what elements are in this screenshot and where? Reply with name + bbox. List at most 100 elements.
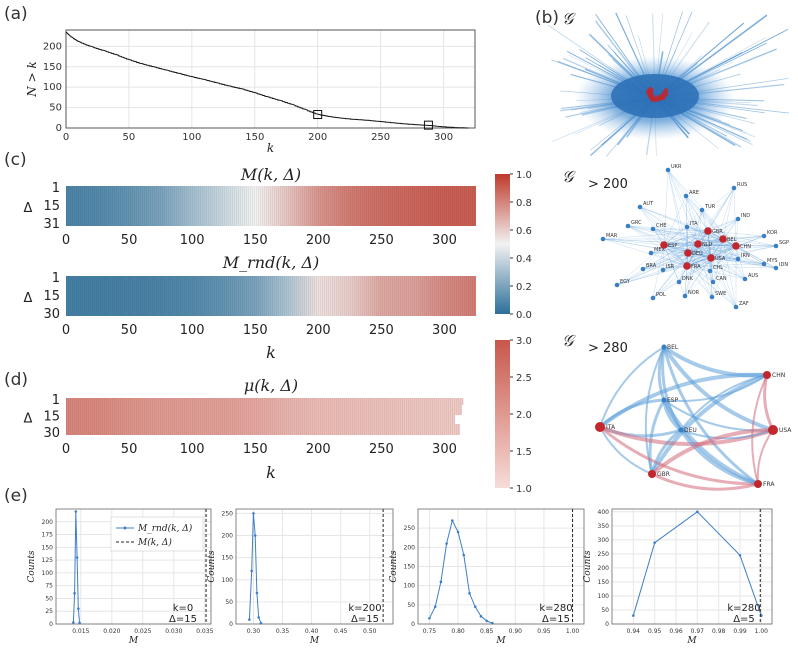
- y-tick-label: 1: [52, 271, 60, 286]
- x-tick-label: 300: [432, 442, 457, 457]
- network-edge: [707, 230, 711, 272]
- colorbar-tick-label: 1.0: [516, 484, 532, 495]
- network-edge: [686, 257, 712, 267]
- network-node-gbr: [648, 470, 656, 478]
- x-tick-label: 0.99: [733, 628, 747, 635]
- network-edge: [722, 187, 735, 240]
- network-edge: [667, 169, 709, 232]
- network-edge: [663, 230, 709, 246]
- x-tick-label: 0.030: [165, 628, 182, 635]
- heatmap-texture: [66, 398, 464, 435]
- plot-frame: [611, 508, 773, 625]
- network-edge: [599, 346, 665, 428]
- network-edge: [652, 228, 689, 254]
- network-edge: [722, 238, 777, 247]
- network-edge: [678, 252, 689, 283]
- network-edge: [650, 252, 688, 267]
- network-edge: [663, 238, 724, 246]
- y-tick-label: 15: [43, 289, 60, 304]
- plot-frame: [417, 508, 585, 625]
- y-tick-label: 400: [598, 509, 610, 516]
- y-axis-label: Δ: [24, 201, 33, 216]
- network-node-label: GBR: [712, 229, 723, 235]
- network-edge: [697, 243, 746, 280]
- annotation-delta: Δ=5: [733, 614, 755, 625]
- network-edge: [662, 346, 759, 486]
- network-node-label: BEL: [727, 237, 737, 243]
- series-point: [74, 510, 78, 513]
- network-node-label: ESP: [668, 243, 677, 249]
- network-edge: [722, 218, 739, 240]
- network-node-che: [650, 226, 656, 232]
- network-node-label: CHL: [713, 265, 723, 271]
- network-edge: [687, 252, 765, 265]
- network-node-dnk: [676, 279, 682, 285]
- network-edge: [602, 238, 699, 245]
- network-node-label: DNK: [682, 276, 694, 282]
- series-point: [78, 621, 81, 625]
- y-tick-label: 50: [49, 103, 62, 114]
- network-edge: [709, 245, 737, 272]
- x-tick-label: 0.85: [480, 628, 494, 635]
- network-edge: [686, 230, 709, 267]
- histogram-e3: 0.75 0.80 0.85 0.90 0.95 1.00 0 50 100 150 200 250 k…: [389, 508, 585, 646]
- series-point: [255, 591, 259, 595]
- heatmap-gap: [455, 415, 472, 424]
- network-edge: [697, 209, 703, 245]
- x-tick-label: 250: [369, 233, 394, 248]
- y-tick-label: 0: [56, 123, 62, 134]
- y-axis-label: Counts: [207, 550, 217, 583]
- network-edge: [642, 238, 724, 270]
- network-node-swe: [709, 294, 715, 300]
- y-tick-label: 175: [42, 532, 54, 539]
- x-tick-label: 0.95: [648, 628, 662, 635]
- network-edge: [598, 372, 768, 429]
- x-tick-label: 150: [243, 233, 268, 248]
- network-edge: [663, 195, 687, 246]
- colorbar-tick-label: 0.8: [516, 198, 532, 209]
- series-point: [445, 542, 448, 545]
- network-edge: [627, 225, 724, 240]
- network-edge: [686, 265, 777, 269]
- network-node-rus: [731, 185, 737, 191]
- network-node-label: CAN: [716, 276, 727, 282]
- network-g200: 𝒢 > 200 UKR RUS ARE TUR AUT ITA IND GRC CHE KOR MA…: [562, 164, 789, 310]
- series-point: [653, 541, 656, 544]
- network-edge: [627, 225, 737, 247]
- network-edge: [627, 225, 665, 246]
- network-edge: [602, 230, 709, 240]
- x-tick-label: 50: [121, 323, 138, 338]
- network-edge: [678, 230, 709, 283]
- network-g200-title: 𝒢: [562, 167, 576, 186]
- network-node-label: GRC: [631, 220, 642, 226]
- network-edge: [735, 235, 765, 247]
- network-edge: [663, 238, 724, 246]
- x-tick-label: 0.90: [509, 628, 523, 635]
- y-tick-label: 31: [43, 217, 60, 232]
- network-edge: [616, 252, 689, 286]
- network-edge: [650, 428, 774, 476]
- network-edge: [627, 225, 712, 259]
- network-edge: [663, 244, 713, 298]
- y-tick-label: 100: [43, 82, 62, 93]
- y-tick-label: 100: [42, 570, 54, 577]
- network-edge: [663, 244, 777, 269]
- y-axis-label: Counts: [583, 550, 593, 583]
- network-edge: [652, 228, 737, 247]
- network-edge: [663, 244, 689, 254]
- network-edge: [686, 245, 777, 267]
- network-edge: [663, 244, 737, 308]
- network-edge: [650, 230, 709, 254]
- x-tick-label: 100: [180, 233, 205, 248]
- y-tick-label: 200: [222, 533, 234, 540]
- network-edge: [686, 265, 713, 298]
- panel-e-histograms: 0.015 0.020 0.025 0.030 0.035 0 25 50 75 100 125 15…: [27, 508, 773, 646]
- network-edge: [662, 265, 688, 271]
- network-edge: [697, 243, 713, 298]
- network-edge: [697, 243, 765, 265]
- network-edge: [639, 206, 665, 246]
- network-edge: [685, 195, 737, 247]
- y-tick-label: 50: [407, 602, 415, 609]
- network-node-gbr: [704, 227, 712, 235]
- legend-series-marker: [123, 526, 127, 530]
